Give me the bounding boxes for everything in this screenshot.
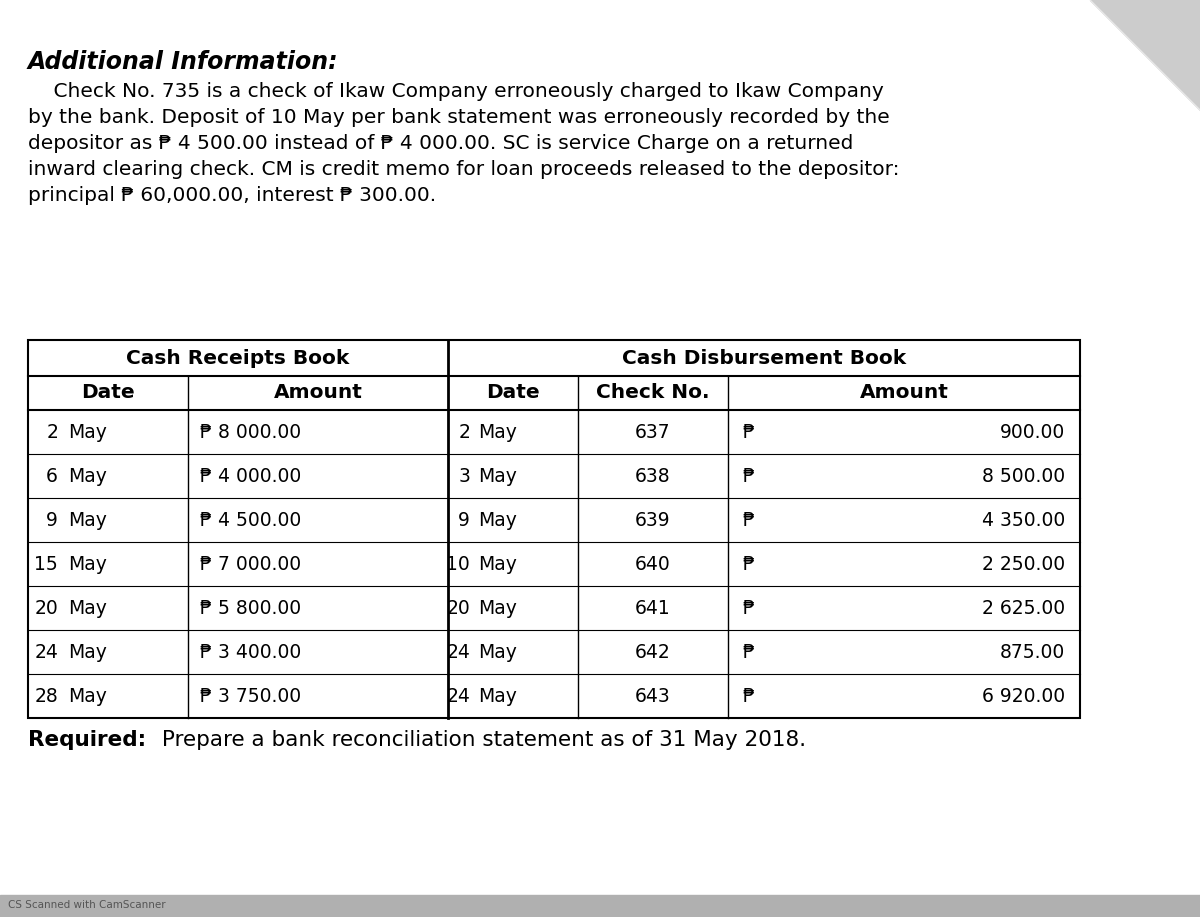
Text: 642: 642	[635, 643, 671, 661]
Text: ₱ 3 400.00: ₱ 3 400.00	[200, 643, 301, 661]
Text: 24: 24	[446, 687, 470, 705]
Polygon shape	[1090, 0, 1200, 110]
Text: ₱ 7 000.00: ₱ 7 000.00	[200, 555, 301, 573]
Text: ₱: ₱	[742, 423, 754, 441]
Text: 2: 2	[46, 423, 58, 441]
Text: May: May	[68, 555, 107, 573]
Text: May: May	[478, 599, 517, 617]
Text: 3: 3	[458, 467, 470, 485]
Text: 638: 638	[635, 467, 671, 485]
Text: 639: 639	[635, 511, 671, 529]
Text: Date: Date	[82, 383, 134, 403]
Text: ₱: ₱	[742, 599, 754, 617]
Text: 2 250.00: 2 250.00	[982, 555, 1066, 573]
Text: 10: 10	[446, 555, 470, 573]
FancyBboxPatch shape	[28, 340, 1080, 718]
Text: Prepare a bank reconciliation statement as of 31 May 2018.: Prepare a bank reconciliation statement …	[155, 730, 806, 750]
Text: May: May	[478, 511, 517, 529]
Text: May: May	[68, 511, 107, 529]
Text: May: May	[68, 687, 107, 705]
Text: Additional Information:: Additional Information:	[28, 50, 338, 74]
Text: ₱: ₱	[742, 555, 754, 573]
Text: principal ₱ 60,000.00, interest ₱ 300.00.: principal ₱ 60,000.00, interest ₱ 300.00…	[28, 186, 436, 205]
Text: 9: 9	[458, 511, 470, 529]
Text: Cash Disbursement Book: Cash Disbursement Book	[622, 348, 906, 368]
Text: ₱ 8 000.00: ₱ 8 000.00	[200, 423, 301, 441]
Text: 6 920.00: 6 920.00	[982, 687, 1066, 705]
Text: May: May	[478, 555, 517, 573]
Text: Check No.: Check No.	[596, 383, 709, 403]
Text: 15: 15	[35, 555, 58, 573]
Text: May: May	[68, 423, 107, 441]
Text: ₱: ₱	[742, 511, 754, 529]
Text: Check No. 735 is a check of Ikaw Company erroneously charged to Ikaw Company: Check No. 735 is a check of Ikaw Company…	[28, 82, 883, 101]
Text: May: May	[68, 599, 107, 617]
Text: 4 350.00: 4 350.00	[982, 511, 1066, 529]
Text: 637: 637	[635, 423, 671, 441]
Text: by the bank. Deposit of 10 May per bank statement was erroneously recorded by th: by the bank. Deposit of 10 May per bank …	[28, 108, 889, 127]
Text: Amount: Amount	[274, 383, 362, 403]
Text: 8 500.00: 8 500.00	[982, 467, 1066, 485]
Text: May: May	[478, 467, 517, 485]
Text: Date: Date	[486, 383, 540, 403]
Text: 640: 640	[635, 555, 671, 573]
Text: 875.00: 875.00	[1000, 643, 1066, 661]
Text: May: May	[68, 643, 107, 661]
Text: ₱ 4 500.00: ₱ 4 500.00	[200, 511, 301, 529]
Text: ₱: ₱	[742, 467, 754, 485]
Text: 2: 2	[458, 423, 470, 441]
Text: depositor as ₱ 4 500.00 instead of ₱ 4 000.00. SC is service Charge on a returne: depositor as ₱ 4 500.00 instead of ₱ 4 0…	[28, 134, 853, 153]
Text: Required:: Required:	[28, 730, 146, 750]
Text: 643: 643	[635, 687, 671, 705]
Text: May: May	[478, 687, 517, 705]
Text: 20: 20	[35, 599, 58, 617]
Text: ₱ 3 750.00: ₱ 3 750.00	[200, 687, 301, 705]
Text: May: May	[68, 467, 107, 485]
Text: ₱ 5 800.00: ₱ 5 800.00	[200, 599, 301, 617]
Text: 28: 28	[35, 687, 58, 705]
Polygon shape	[0, 895, 1200, 917]
Text: May: May	[478, 423, 517, 441]
Polygon shape	[1090, 0, 1200, 110]
Text: 6: 6	[46, 467, 58, 485]
Text: 20: 20	[446, 599, 470, 617]
Text: 900.00: 900.00	[1000, 423, 1066, 441]
Text: 24: 24	[34, 643, 58, 661]
Text: 9: 9	[46, 511, 58, 529]
Text: 641: 641	[635, 599, 671, 617]
Text: ₱: ₱	[742, 643, 754, 661]
Text: inward clearing check. CM is credit memo for loan proceeds released to the depos: inward clearing check. CM is credit memo…	[28, 160, 900, 179]
Text: ₱: ₱	[742, 687, 754, 705]
Text: 2 625.00: 2 625.00	[982, 599, 1066, 617]
Text: Amount: Amount	[859, 383, 948, 403]
Text: Cash Receipts Book: Cash Receipts Book	[126, 348, 349, 368]
Text: CS Scanned with CamScanner: CS Scanned with CamScanner	[8, 900, 166, 910]
Text: May: May	[478, 643, 517, 661]
Text: 24: 24	[446, 643, 470, 661]
Text: ₱ 4 000.00: ₱ 4 000.00	[200, 467, 301, 485]
